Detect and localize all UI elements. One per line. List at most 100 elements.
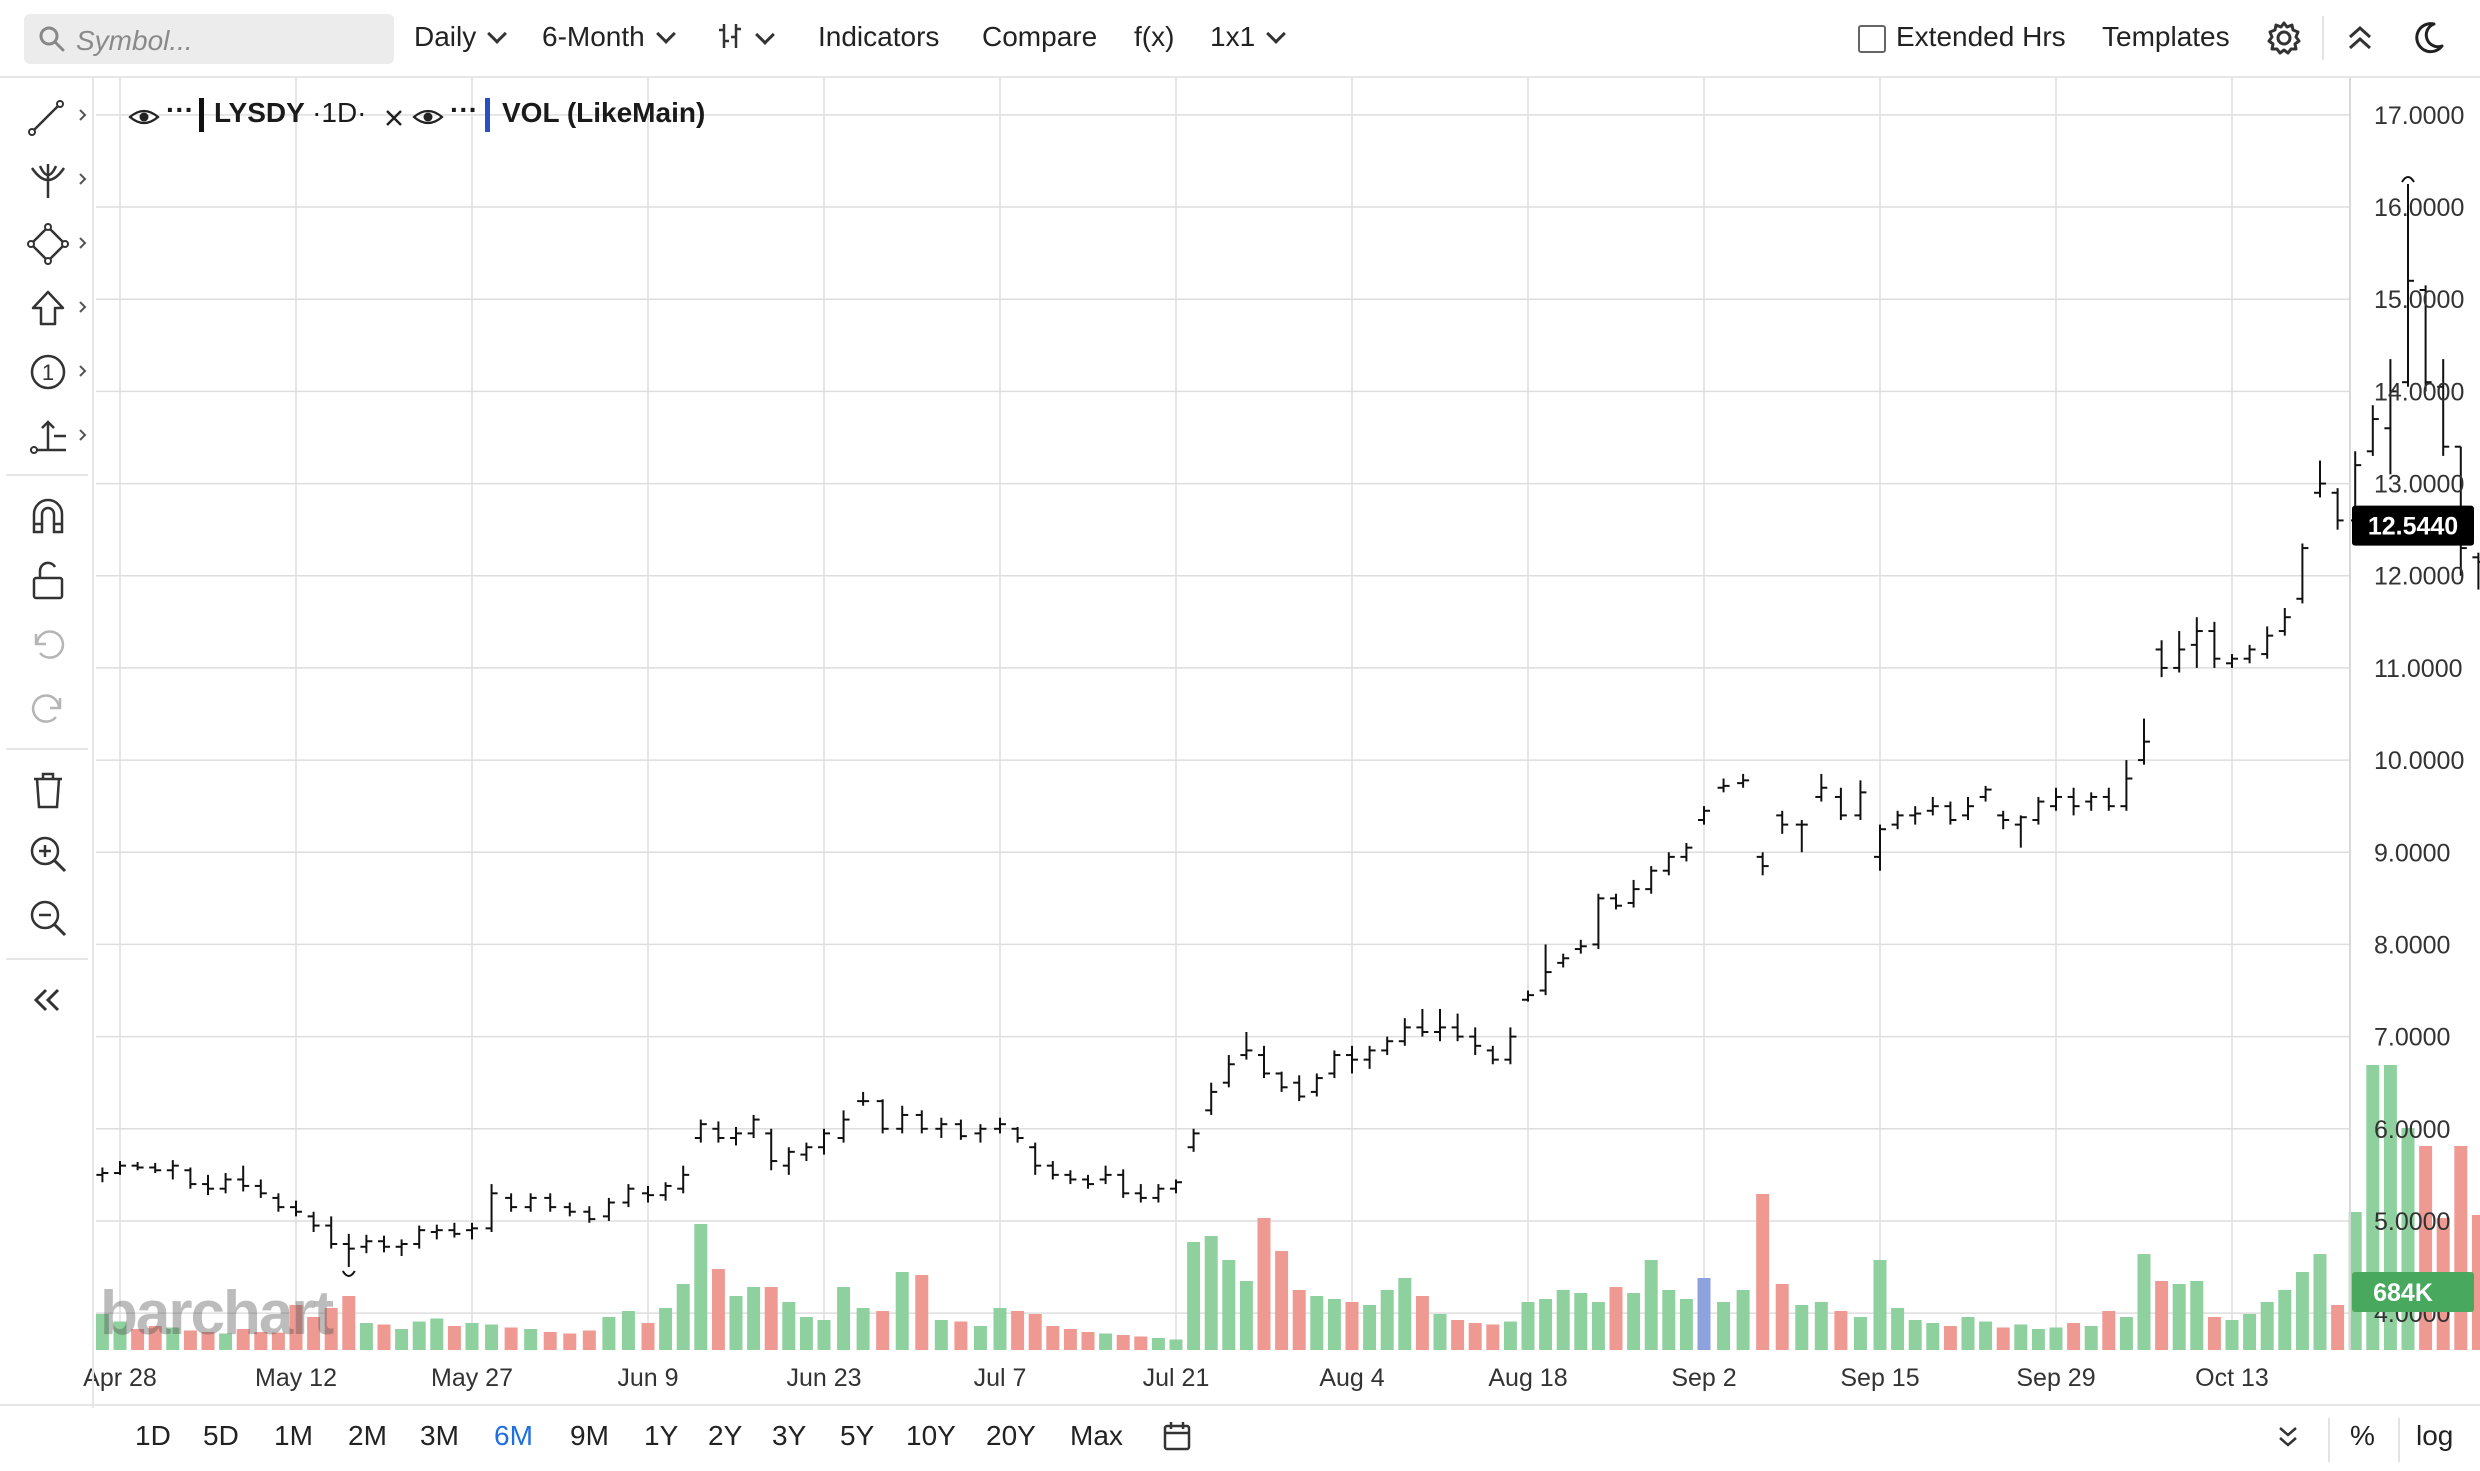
legend-more-dots[interactable]: ··· — [450, 94, 478, 125]
volume-bar — [676, 1284, 690, 1350]
volume-bar — [1433, 1314, 1447, 1350]
fx-button[interactable]: f(x) — [1134, 21, 1175, 52]
eye-icon[interactable] — [128, 106, 160, 128]
volume-bar — [2454, 1146, 2468, 1350]
volume-bar — [2225, 1320, 2239, 1350]
symbol-search[interactable]: Symbol... — [24, 14, 394, 64]
close-icon[interactable] — [384, 108, 404, 128]
volume-bar — [307, 1317, 321, 1350]
volume-bar — [856, 1308, 870, 1350]
volume-bar — [1028, 1314, 1042, 1350]
extended-hrs-checkbox[interactable] — [1858, 25, 1886, 53]
ohlc-bar — [131, 1161, 144, 1171]
ohlc-bar — [1275, 1071, 1288, 1092]
unlock-icon[interactable] — [26, 558, 70, 602]
ohlc-bar — [1486, 1045, 1499, 1065]
measure-tool-icon[interactable] — [26, 414, 70, 458]
range-button-max[interactable]: Max — [1070, 1420, 1123, 1451]
legend-symbol[interactable]: LYSDY ·1D· — [214, 97, 367, 129]
range-button-5d[interactable]: 5D — [203, 1420, 239, 1451]
volume-bar — [2031, 1329, 2045, 1350]
volume-bar — [254, 1332, 268, 1350]
legend-volume[interactable]: VOL (LikeMain) — [502, 97, 706, 128]
shape-tool-icon[interactable] — [26, 222, 70, 266]
indicators-button[interactable]: Indicators — [818, 21, 940, 52]
range-button-3m[interactable]: 3M — [420, 1420, 459, 1451]
ohlc-bar — [1170, 1179, 1182, 1194]
eye-icon[interactable] — [412, 106, 444, 128]
ohlc-bar — [2050, 787, 2062, 811]
templates-button[interactable]: Templates — [2102, 21, 2230, 52]
calendar-icon[interactable] — [1162, 1420, 1192, 1452]
range-button-10y[interactable]: 10Y — [906, 1420, 956, 1451]
range-button-20y[interactable]: 20Y — [986, 1420, 1036, 1451]
volume-bar — [694, 1224, 708, 1350]
double-chevron-left-icon[interactable] — [26, 978, 70, 1022]
collapse-up-icon[interactable] — [2342, 20, 2378, 56]
numbered-marker-tool-icon[interactable]: 1 — [26, 350, 70, 394]
chevron-down-icon — [487, 24, 508, 44]
range-bar: 1D 5D 1M 2M 3M 6M 9M 1Y 2Y 3Y 5Y 10Y 20Y Max % log — [0, 1404, 2480, 1471]
moon-icon[interactable] — [2408, 18, 2448, 58]
ohlc-bar — [974, 1124, 987, 1143]
magnet-icon[interactable] — [26, 494, 70, 538]
volume-bar — [1814, 1302, 1828, 1350]
range-button-2m[interactable]: 2M — [348, 1420, 387, 1451]
pitchfork-tool-icon[interactable] — [26, 158, 70, 202]
layout-dropdown[interactable]: 1x1 — [1210, 21, 1287, 53]
range-button-1d[interactable]: 1D — [135, 1420, 171, 1451]
ohlc-bar — [395, 1239, 408, 1256]
ohlc-bar — [166, 1160, 179, 1180]
double-chevron-down-icon[interactable] — [2272, 1422, 2304, 1454]
zoom-in-icon[interactable] — [26, 832, 70, 876]
ohlc-bar — [1346, 1045, 1358, 1074]
axis-badges: 12.5440 684K — [2352, 505, 2474, 1312]
ohlc-bar — [2208, 621, 2221, 668]
volume-bar — [504, 1327, 518, 1350]
ohlc-bar — [342, 1233, 355, 1268]
range-button-1y[interactable]: 1Y — [644, 1420, 679, 1451]
ohlc-bar — [1717, 778, 1730, 793]
log-toggle[interactable]: log — [2416, 1420, 2454, 1451]
interval-dropdown[interactable]: Daily — [414, 21, 508, 53]
ohlc-bar — [1662, 852, 1675, 876]
range-button-1m[interactable]: 1M — [274, 1420, 313, 1451]
volume-bar — [1327, 1299, 1341, 1350]
search-input[interactable]: Symbol... — [76, 25, 193, 56]
chart-grid — [96, 78, 2350, 1350]
y-tick-label: 5.0000 — [2374, 1208, 2450, 1236]
range-button-2y[interactable]: 2Y — [708, 1420, 743, 1451]
arrow-up-tool-icon[interactable] — [26, 286, 70, 330]
volume-bar — [395, 1329, 409, 1350]
compare-button[interactable]: Compare — [982, 21, 1098, 52]
volume-bar — [201, 1332, 215, 1350]
range-button-5y[interactable]: 5Y — [840, 1420, 875, 1451]
ohlc-bar — [1152, 1184, 1165, 1203]
volume-bar — [1486, 1324, 1500, 1350]
range-button-3y[interactable]: 3Y — [772, 1420, 807, 1451]
volume-bar — [1736, 1290, 1750, 1350]
volume-bar — [954, 1321, 968, 1350]
range-button-6m[interactable]: 6M — [494, 1420, 533, 1451]
undo-icon[interactable] — [26, 622, 70, 666]
chart-type-dropdown[interactable] — [716, 21, 775, 54]
legend-more-dots[interactable]: ··· — [166, 94, 194, 125]
ohlc-bar — [994, 1117, 1006, 1134]
volume-bar — [2049, 1327, 2063, 1350]
period-dropdown[interactable]: 6-Month — [542, 21, 676, 53]
ohlc-bar — [1187, 1128, 1200, 1152]
percent-toggle[interactable]: % — [2350, 1420, 2375, 1451]
volume-bar — [2471, 1215, 2480, 1350]
trash-icon[interactable] — [26, 768, 70, 812]
gear-icon[interactable] — [2266, 20, 2302, 56]
volume-bar — [1187, 1242, 1201, 1350]
ohlc-bar — [96, 1167, 109, 1183]
zoom-out-icon[interactable] — [26, 896, 70, 940]
trend-line-tool-icon[interactable] — [26, 96, 70, 140]
volume-bar — [430, 1318, 444, 1350]
range-button-9m[interactable]: 9M — [570, 1420, 609, 1451]
redo-icon[interactable] — [26, 686, 70, 730]
extended-hrs-label[interactable]: Extended Hrs — [1896, 21, 2066, 52]
ohlc-bar — [1046, 1161, 1059, 1180]
